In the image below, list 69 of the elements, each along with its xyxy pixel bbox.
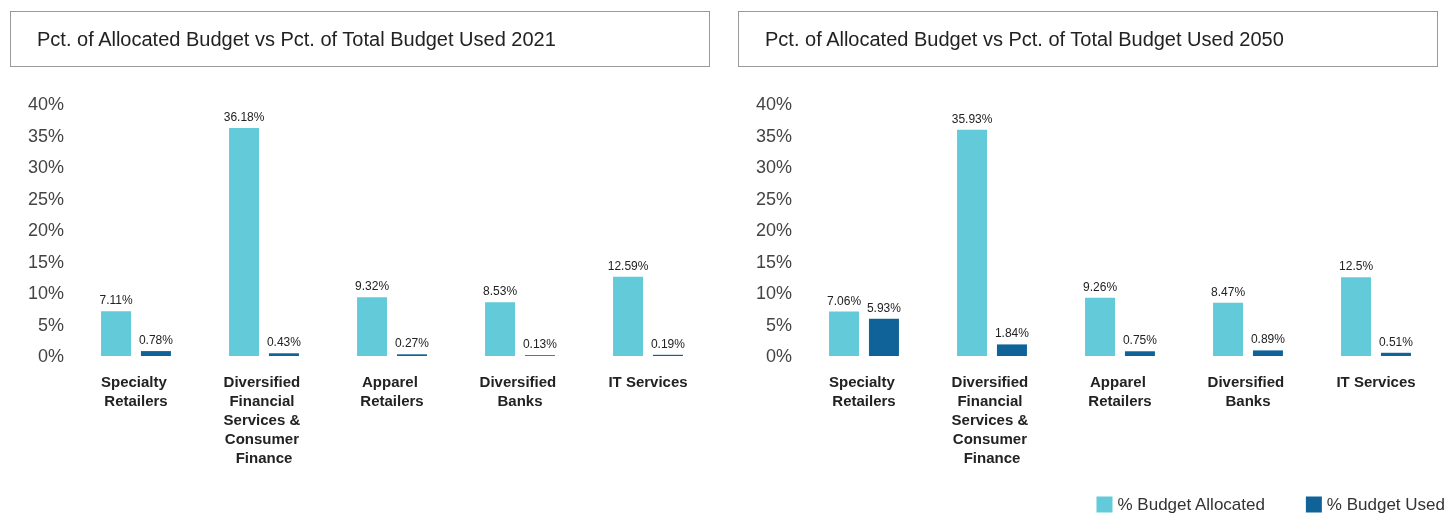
data-label: 12.59% bbox=[607, 258, 649, 273]
x-tick-label: Diversified Financial Services & Consumer Finance bbox=[223, 373, 305, 466]
y-tick-label: 5% bbox=[37, 314, 64, 335]
x-tick-label: Diversified Banks bbox=[479, 373, 561, 409]
x-tick-label: Diversified Financial Services & Consumer Finance bbox=[951, 373, 1033, 466]
data-label: 8.53% bbox=[483, 284, 518, 299]
y-tick-label: 35% bbox=[27, 125, 64, 146]
chart-title: Pct. of Allocated Budget vs Pct. of Total Budget Used 2021 bbox=[10, 11, 710, 67]
data-label: 36.18% bbox=[223, 110, 265, 125]
y-tick-label: 25% bbox=[27, 188, 64, 209]
data-label: 0.19% bbox=[650, 336, 686, 351]
legend-label: % Budget Allocated bbox=[1117, 495, 1265, 514]
data-label: 0.27% bbox=[394, 336, 430, 351]
y-tick-label: 40% bbox=[27, 94, 64, 114]
y-tick-label: 30% bbox=[755, 157, 792, 177]
y-tick-label: 0% bbox=[37, 346, 64, 366]
bar bbox=[1380, 352, 1411, 356]
data-label: 8.47% bbox=[1211, 284, 1246, 299]
bar bbox=[1124, 351, 1155, 356]
y-tick-label: 40% bbox=[755, 94, 792, 114]
bar bbox=[268, 353, 299, 356]
y-tick-label: 25% bbox=[755, 188, 792, 209]
bar bbox=[957, 129, 988, 356]
bar bbox=[140, 351, 171, 356]
data-label: 9.32% bbox=[355, 279, 390, 294]
y-tick-label: 35% bbox=[755, 125, 792, 146]
bar bbox=[996, 344, 1027, 356]
bar bbox=[485, 302, 516, 356]
y-tick-label: 15% bbox=[755, 251, 792, 272]
x-tick-label: Specialty Retailers bbox=[100, 373, 172, 409]
bar bbox=[229, 128, 260, 356]
bar bbox=[1085, 297, 1116, 356]
legend-label: % Budget Used bbox=[1326, 495, 1446, 514]
data-label: 9.26% bbox=[1083, 279, 1118, 294]
bar bbox=[1341, 277, 1372, 356]
y-tick-label: 20% bbox=[755, 220, 792, 240]
data-label: 0.89% bbox=[1250, 332, 1286, 347]
data-label: 0.51% bbox=[1378, 334, 1414, 349]
bar bbox=[101, 311, 132, 356]
x-tick-label: IT Services bbox=[608, 373, 688, 390]
x-tick-label: Apparel Retailers bbox=[1088, 373, 1152, 409]
data-label: 0.78% bbox=[138, 333, 174, 348]
y-tick-label: 15% bbox=[27, 251, 64, 272]
chart-title: Pct. of Allocated Budget vs Pct. of Total Budget Used 2050 bbox=[738, 11, 1438, 67]
data-label: 0.43% bbox=[266, 335, 302, 350]
bar bbox=[357, 297, 388, 356]
bar bbox=[1213, 302, 1244, 356]
x-tick-label: Diversified Banks bbox=[1207, 373, 1289, 409]
data-label: 0.75% bbox=[1122, 333, 1158, 348]
y-tick-label: 10% bbox=[27, 283, 64, 303]
x-tick-label: Specialty Retailers bbox=[828, 373, 900, 409]
y-tick-label: 0% bbox=[765, 346, 792, 366]
data-label: 0.13% bbox=[522, 337, 558, 352]
y-tick-label: 10% bbox=[755, 283, 792, 303]
bar bbox=[868, 318, 899, 356]
y-tick-label: 20% bbox=[27, 220, 64, 240]
bar bbox=[1252, 350, 1283, 356]
y-tick-label: 30% bbox=[27, 157, 64, 177]
bar bbox=[613, 276, 644, 356]
data-label: 12.5% bbox=[1339, 259, 1374, 274]
x-tick-label: Apparel Retailers bbox=[360, 373, 424, 409]
data-label: 7.11% bbox=[99, 293, 133, 308]
data-label: 1.84% bbox=[994, 326, 1030, 341]
x-tick-label: IT Services bbox=[1336, 373, 1416, 390]
data-label: 5.93% bbox=[866, 300, 902, 315]
bar bbox=[829, 311, 860, 356]
data-label: 7.06% bbox=[827, 293, 862, 308]
y-tick-label: 5% bbox=[765, 314, 792, 335]
data-label: 35.93% bbox=[951, 111, 993, 126]
